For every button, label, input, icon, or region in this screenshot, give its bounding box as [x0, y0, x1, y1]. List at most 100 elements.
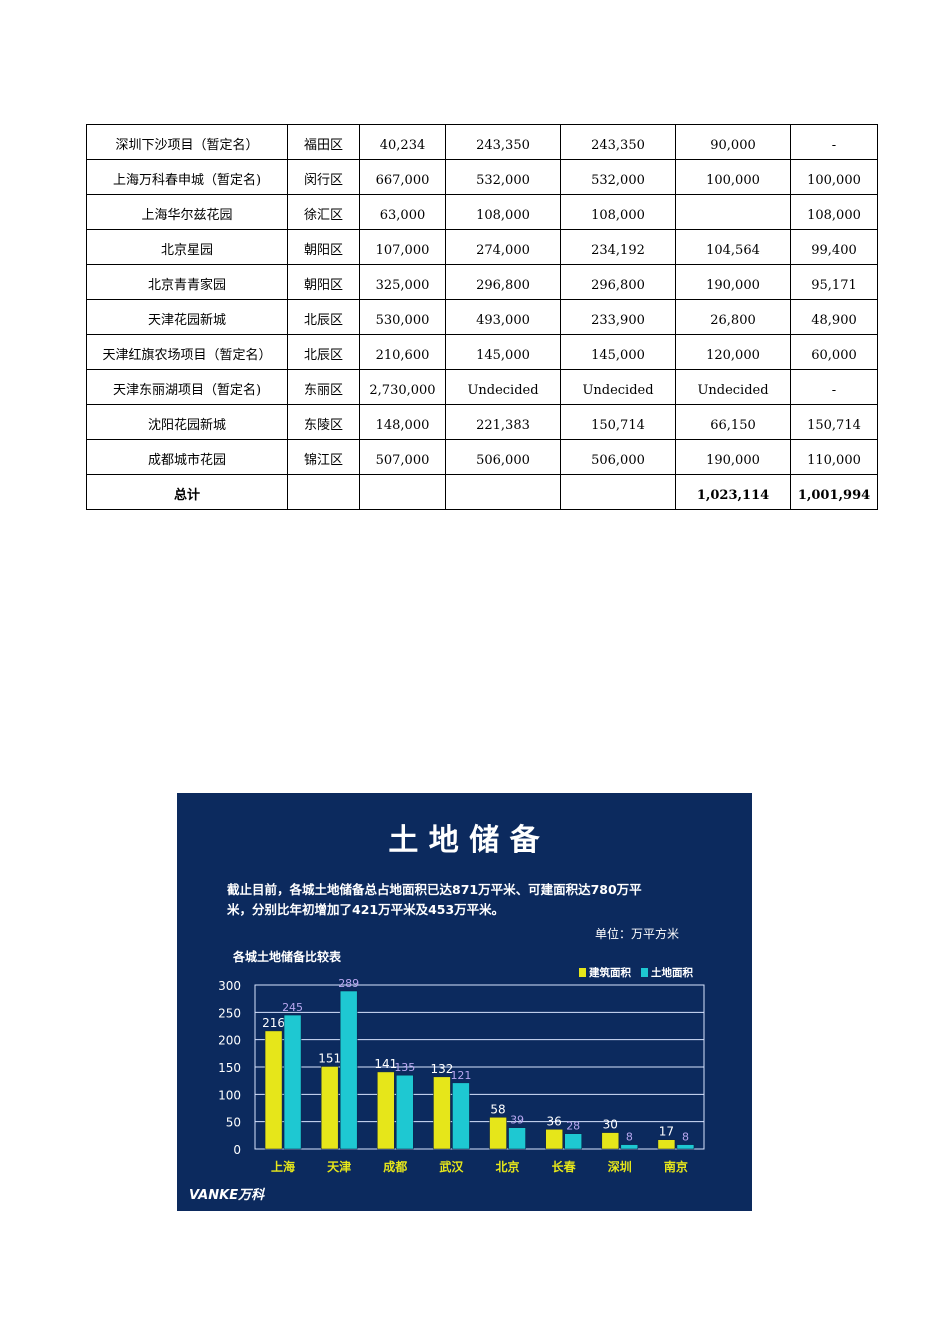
bar-land-area — [283, 1014, 302, 1150]
table-cell: 沈阳花园新城 — [86, 404, 288, 440]
table-cell: 天津花园新城 — [86, 299, 288, 335]
bar-building-area — [320, 1066, 339, 1150]
y-tick-label: 150 — [218, 1061, 241, 1075]
slide-title: 土 地 储 备 — [388, 823, 540, 858]
table-cell: 274,000 — [445, 229, 561, 265]
table-cell: 145,000 — [445, 334, 561, 370]
table-cell: 90,000 — [675, 124, 791, 160]
data-label-land: 39 — [510, 1114, 524, 1127]
table-cell: 66,150 — [675, 404, 791, 440]
y-tick-label: 250 — [218, 1006, 241, 1020]
table-cell: 296,800 — [560, 264, 676, 300]
vanke-logo: VANKE万科 — [189, 1187, 265, 1203]
table-cell — [675, 194, 791, 230]
table-cell: 507,000 — [359, 439, 446, 475]
legend-label-building: 建筑面积 — [588, 966, 631, 979]
table-cell: 108,000 — [560, 194, 676, 230]
table-row: 北京星园 朝阳区 107,000 274,000 234,192 104,564 99,40… — [86, 229, 878, 265]
table-cell: 150,714 — [790, 404, 878, 440]
x-category-label: 天津 — [327, 1159, 351, 1174]
data-label-land: 289 — [338, 977, 359, 990]
table-row: 深圳下沙项目（暂定名） 福田区 40,234 243,350 243,350 90,000… — [86, 124, 878, 160]
table-row: 天津东丽湖项目（暂定名) 东丽区 2,730,000 Undecided Undecid… — [86, 369, 878, 405]
table-cell: 48,900 — [790, 299, 878, 335]
table-cell: 532,000 — [445, 159, 561, 195]
table-cell: 天津东丽湖项目（暂定名) — [86, 369, 288, 405]
table-cell: 190,000 — [675, 439, 791, 475]
table-cell: 北京青青家园 — [86, 264, 288, 300]
table-cell: 99,400 — [790, 229, 878, 265]
y-tick-label: 200 — [218, 1034, 241, 1048]
table-cell: 徐汇区 — [287, 194, 360, 230]
table-cell: 210,600 — [359, 334, 446, 370]
x-category-label: 北京 — [496, 1159, 520, 1174]
table-cell: Undecided — [445, 369, 561, 405]
table-cell: 493,000 — [445, 299, 561, 335]
x-category-label: 深圳 — [608, 1159, 632, 1174]
bar-land-area — [620, 1144, 639, 1150]
bar-land-area — [508, 1127, 526, 1150]
plot-area: 0 50 100 150 200 250 300 216 245 上海 151 289 天津 141135… — [218, 966, 705, 1174]
table-cell: 145,000 — [560, 334, 676, 370]
y-tick-label: 300 — [218, 979, 241, 993]
table-cell: 朝阳区 — [287, 264, 360, 300]
table-cell: 190,000 — [675, 264, 791, 300]
table-cell: Undecided — [675, 369, 791, 405]
table-cell: 成都城市花园 — [86, 439, 288, 475]
table-body: 深圳下沙项目（暂定名） 福田区 40,234 243,350 243,350 90,000… — [86, 124, 878, 510]
table-cell: 95,171 — [790, 264, 878, 300]
table-cell: 上海华尔兹花园 — [86, 194, 288, 230]
table-cell: 150,714 — [560, 404, 676, 440]
legend-swatch-building — [579, 968, 586, 977]
table-cell: 深圳下沙项目（暂定名） — [86, 124, 288, 160]
table-cell: 100,000 — [790, 159, 878, 195]
data-label-land: 28 — [566, 1120, 580, 1133]
bar-building-area — [601, 1132, 620, 1150]
table-cell: 东丽区 — [287, 369, 360, 405]
table-cell: 148,000 — [359, 404, 446, 440]
table-cell: - — [790, 369, 878, 405]
table-cell: 福田区 — [287, 124, 360, 160]
data-label-land: 135 — [394, 1061, 415, 1074]
data-label-building: 36 — [547, 1114, 562, 1128]
table-cell: 108,000 — [445, 194, 561, 230]
table-total-row: 总计 1,023,114 1,001,994 — [86, 474, 878, 510]
table-cell: 天津红旗农场项目（暂定名） — [86, 334, 288, 370]
bar-building-area — [433, 1076, 451, 1150]
table-cell: 上海万科春申城（暂定名) — [86, 159, 288, 195]
chart-title: 各城土地储备比较表 — [232, 949, 342, 964]
table-cell: 120,000 — [675, 334, 791, 370]
x-category-label: 武汉 — [439, 1159, 464, 1174]
x-category-label: 南京 — [664, 1159, 688, 1174]
y-tick-label: 50 — [226, 1116, 241, 1130]
bar-building-area — [264, 1030, 283, 1150]
table-cell — [287, 474, 360, 510]
data-label-building: 151 — [318, 1051, 341, 1065]
bar-building-area — [377, 1071, 395, 1150]
y-tick-label: 100 — [218, 1088, 241, 1102]
land-reserve-chart: 土 地 储 备 截止目前，各城土地储备总占地面积已达871万平米、可建面积达78… — [177, 793, 752, 1211]
data-label-building: 216 — [262, 1016, 285, 1030]
table-row: 上海万科春申城（暂定名) 闵行区 667,000 532,000 532,000 100,… — [86, 159, 878, 195]
table-cell: 506,000 — [445, 439, 561, 475]
bar-building-area — [545, 1129, 563, 1150]
bar-land-area — [676, 1144, 695, 1150]
land-bank-table: 深圳下沙项目（暂定名） 福田区 40,234 243,350 243,350 90,000… — [86, 124, 878, 510]
table-cell: 北辰区 — [287, 334, 360, 370]
table-cell: Undecided — [560, 369, 676, 405]
table-cell: 234,192 — [560, 229, 676, 265]
table-cell: 233,900 — [560, 299, 676, 335]
slide-summary-line1: 截止目前，各城土地储备总占地面积已达871万平米、可建面积达780万平 — [227, 882, 642, 897]
table-cell: 532,000 — [560, 159, 676, 195]
data-label-land: 8 — [682, 1131, 689, 1144]
bar-land-area — [452, 1082, 470, 1150]
table-cell: 104,564 — [675, 229, 791, 265]
data-label-land: 121 — [450, 1069, 471, 1082]
table-cell: 东陵区 — [287, 404, 360, 440]
table-cell: 506,000 — [560, 439, 676, 475]
table-cell: 107,000 — [359, 229, 446, 265]
slide-summary-line2: 米，分别比年初增加了421万平米及453万平米。 — [226, 902, 504, 917]
table-cell: 110,000 — [790, 439, 878, 475]
table-cell: 总计 — [86, 474, 288, 510]
data-label-building: 30 — [603, 1118, 618, 1132]
